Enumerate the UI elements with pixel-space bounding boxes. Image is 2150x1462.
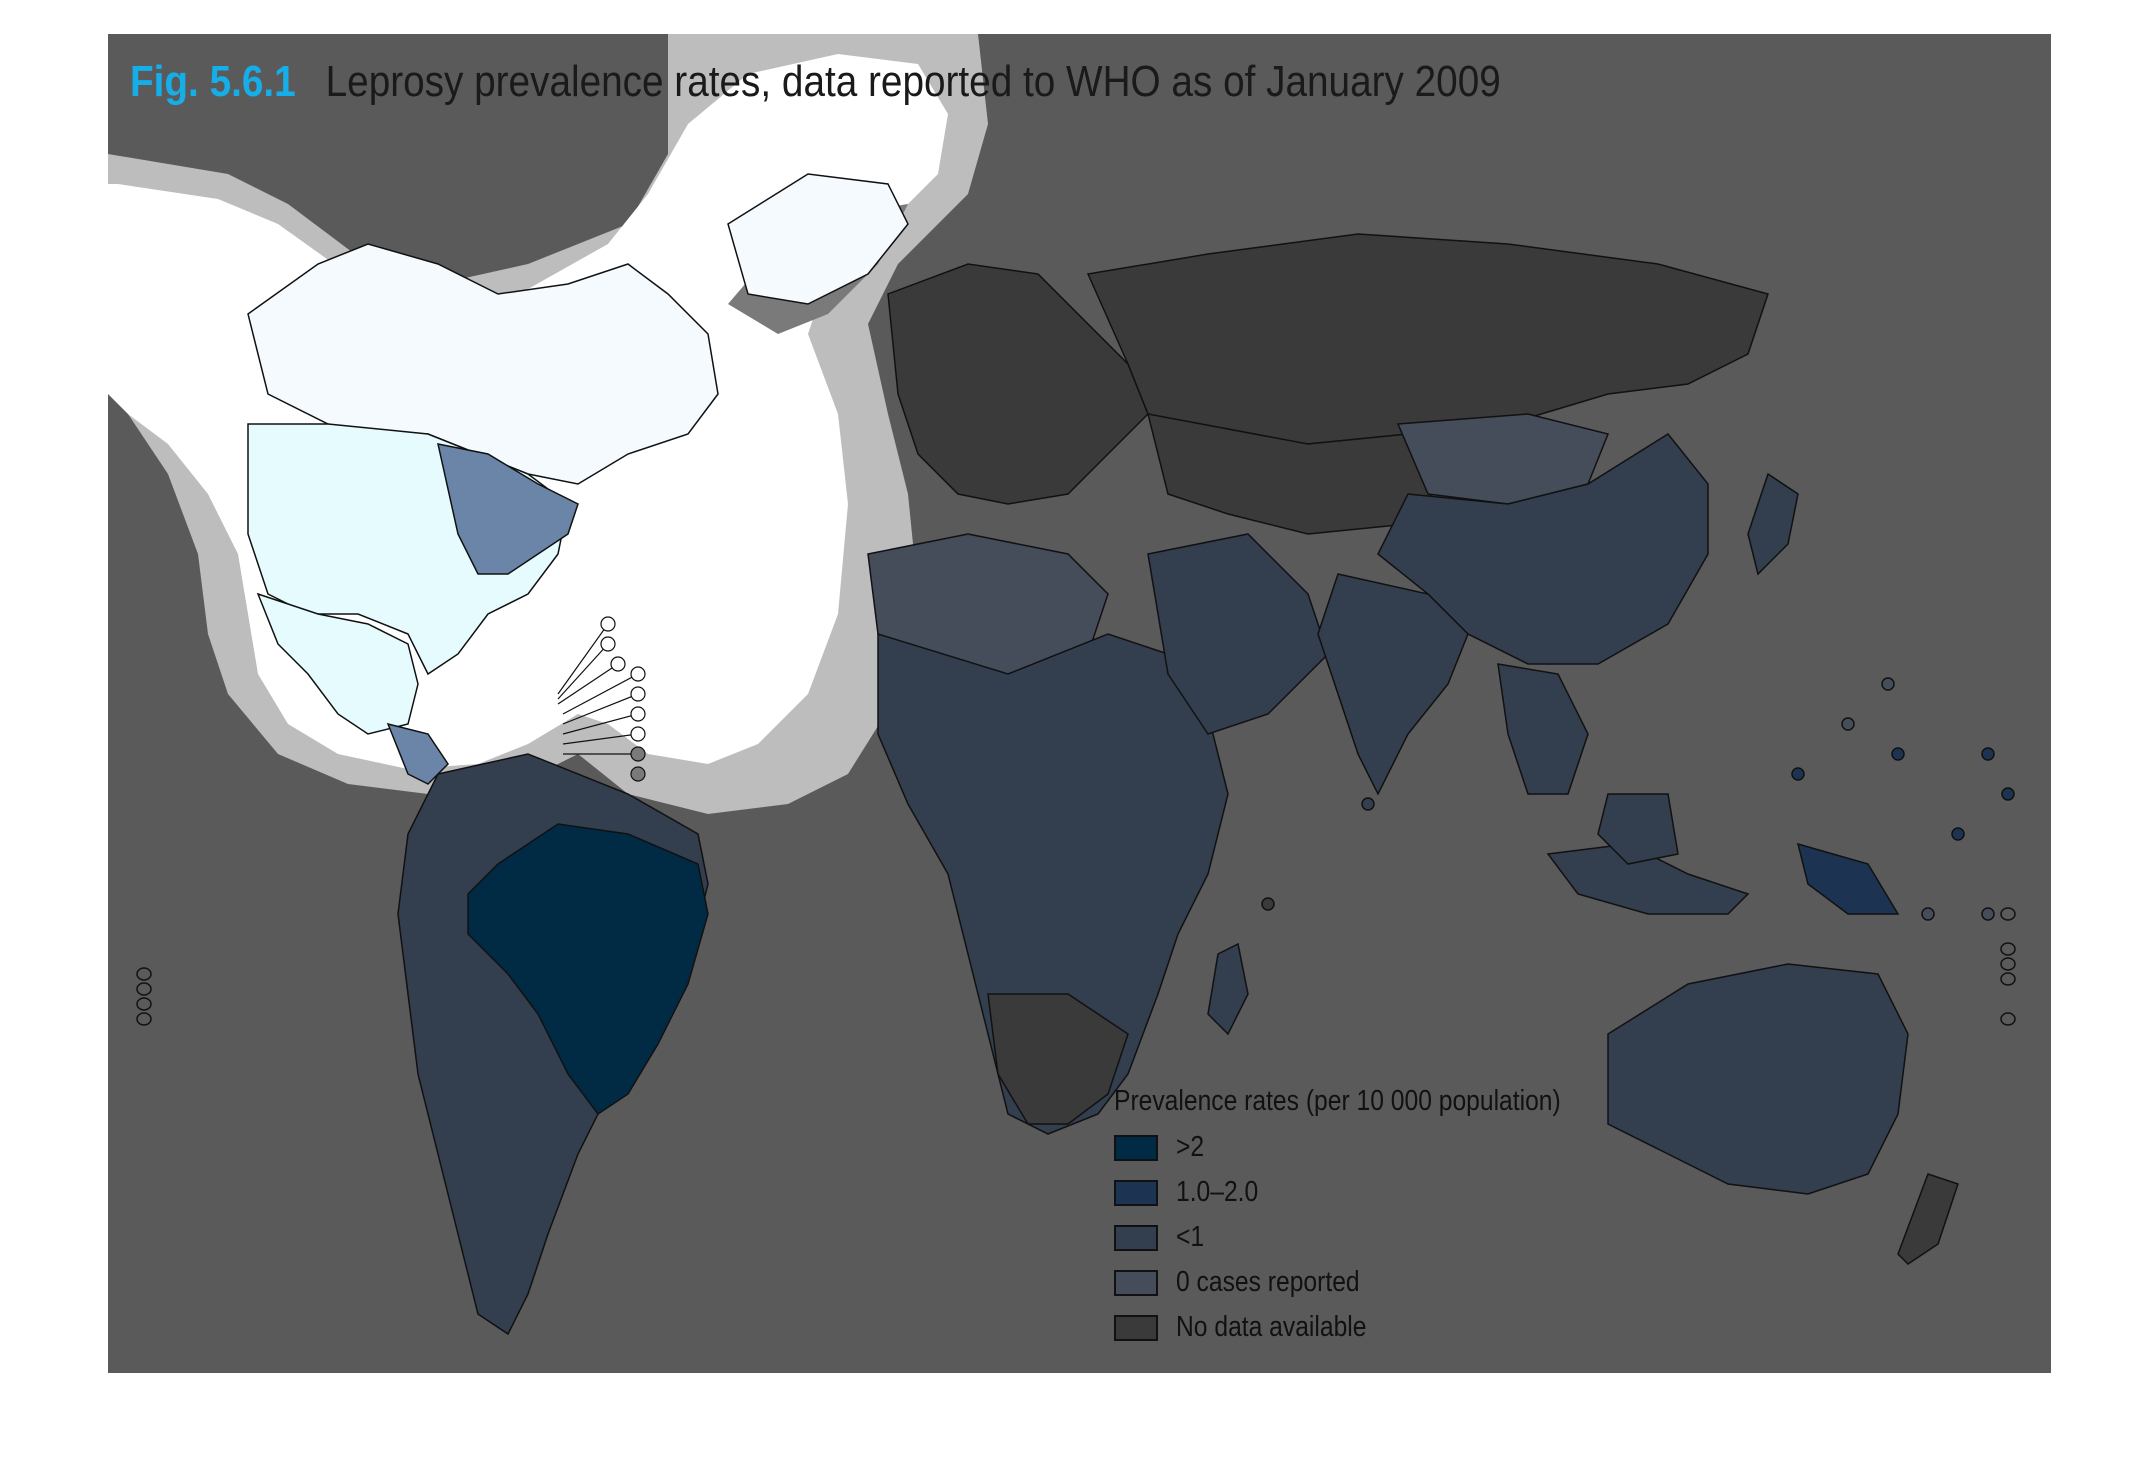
caribbean-callouts [557, 616, 646, 782]
figure-title: Fig. 5.6.1 Leprosy prevalence rates, data… [130, 52, 1501, 112]
borneo [1597, 793, 1679, 865]
usa-northeast [437, 443, 579, 575]
island-marker [1261, 897, 1275, 911]
legend-label: No data available [1176, 1311, 1367, 1343]
europe [887, 263, 1149, 505]
legend-swatch [1114, 1269, 1158, 1296]
legend-item: No data available [1114, 1305, 1634, 1350]
legend-swatch [1114, 1179, 1158, 1206]
legend-swatch [1114, 1134, 1158, 1161]
island-marker [1881, 677, 1895, 691]
map-legend: Prevalence rates (per 10 000 population)… [1114, 1083, 1634, 1350]
brazil [467, 823, 709, 1116]
india [1317, 573, 1469, 796]
legend-item: >2 [1114, 1125, 1634, 1170]
legend-label: >2 [1176, 1131, 1205, 1163]
figure-caption: Leprosy prevalence rates, data reported … [325, 57, 1501, 106]
island-marker [1981, 907, 1995, 921]
right-edge-islands [2000, 907, 2016, 1026]
legend-item: <1 [1114, 1215, 1634, 1260]
russia [1086, 233, 1769, 445]
island-marker [2001, 787, 2015, 801]
japan [1747, 472, 1799, 576]
new-zealand [1897, 1173, 1959, 1265]
island-marker [1361, 797, 1375, 811]
mexico [256, 592, 419, 735]
legend-swatch [1114, 1314, 1158, 1341]
legend-label: 1.0–2.0 [1176, 1176, 1259, 1208]
island-marker [1841, 717, 1855, 731]
island-marker [1791, 767, 1805, 781]
legend-swatch [1114, 1224, 1158, 1251]
papua-new-guinea [1796, 842, 1900, 915]
world-map [108, 34, 2016, 1336]
southern-africa [987, 993, 1129, 1125]
island-marker [1951, 827, 1965, 841]
legend-label: <1 [1176, 1221, 1205, 1253]
greenland [727, 173, 909, 305]
island-marker [1981, 747, 1995, 761]
legend-label: 0 cases reported [1176, 1266, 1360, 1298]
legend-item: 1.0–2.0 [1114, 1170, 1634, 1215]
left-edge-islands [136, 967, 152, 1026]
map-panel [108, 34, 2051, 1373]
figure-number: Fig. 5.6.1 [130, 57, 296, 106]
arabia [1147, 533, 1329, 735]
legend-item: 0 cases reported [1114, 1260, 1634, 1305]
australia [1607, 963, 1909, 1195]
island-marker [1891, 747, 1905, 761]
island-marker [1921, 907, 1935, 921]
madagascar [1207, 942, 1249, 1036]
southeast-asia [1497, 663, 1589, 795]
legend-title: Prevalence rates (per 10 000 population) [1114, 1085, 1561, 1117]
